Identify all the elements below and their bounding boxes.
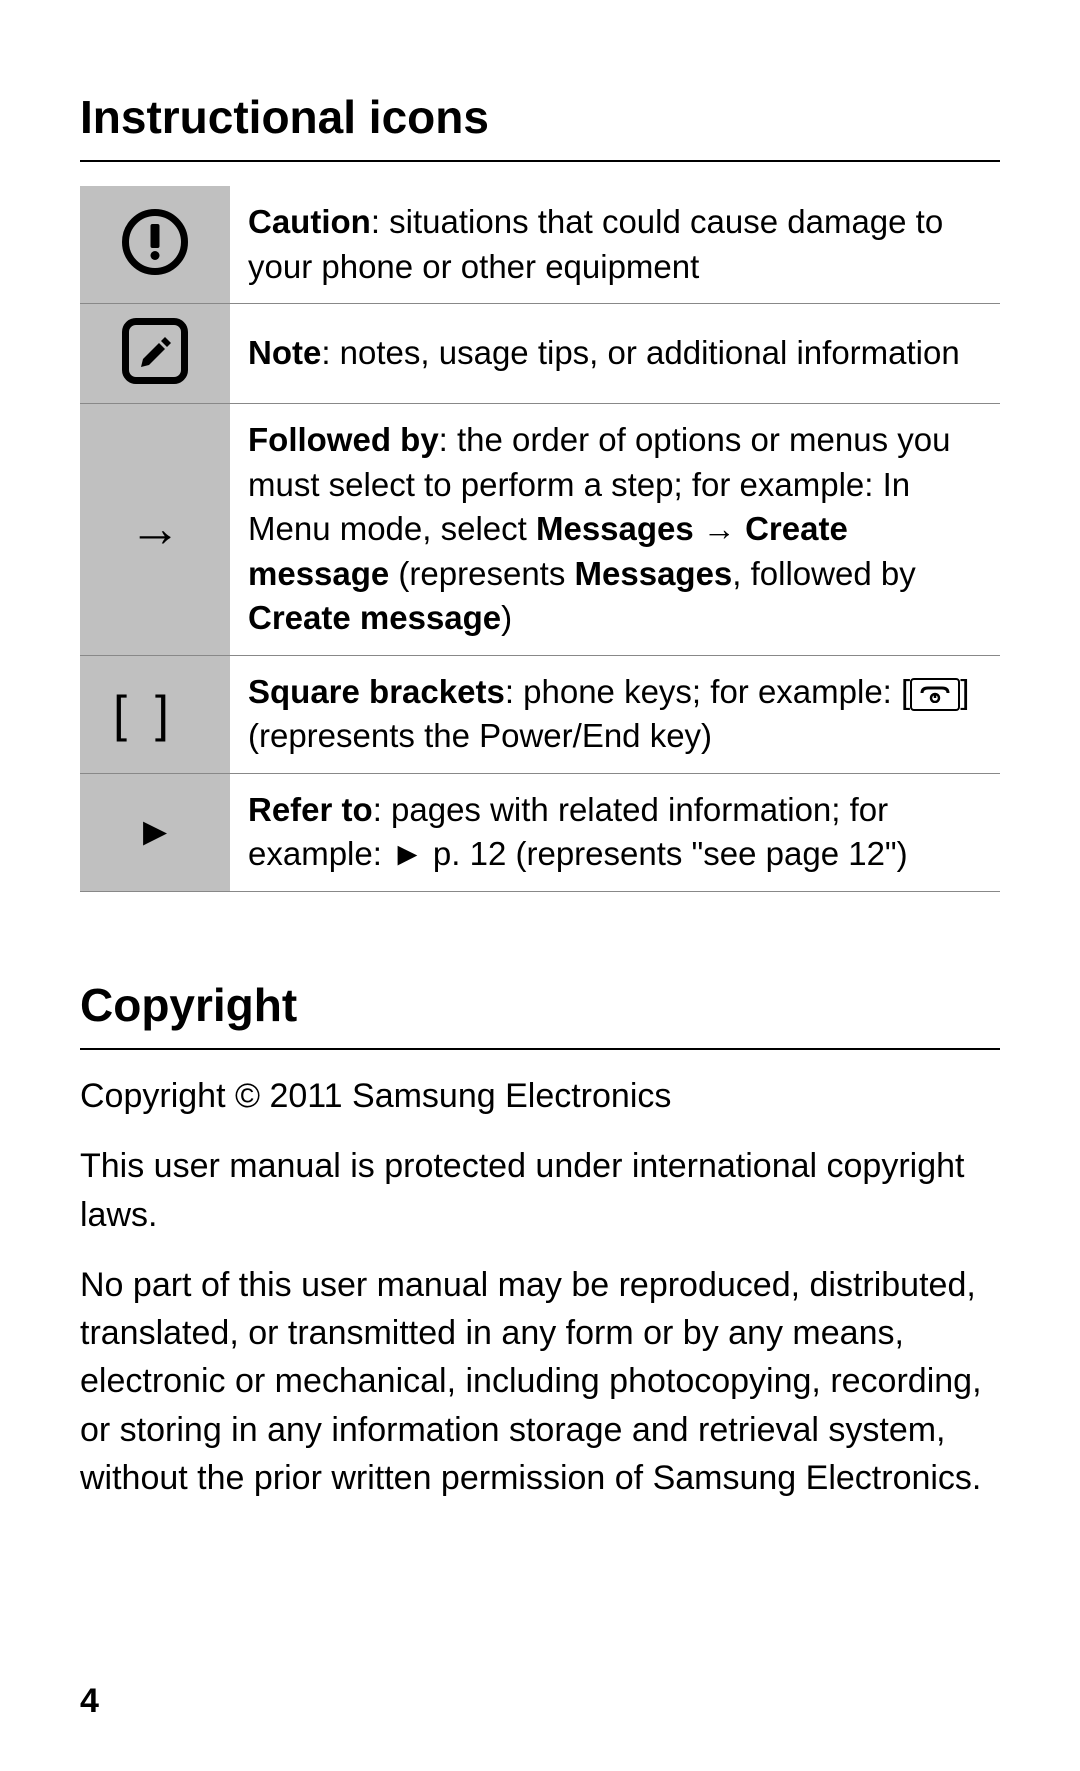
refer-to-icon: ►	[135, 810, 175, 854]
section-heading-copyright: Copyright	[80, 978, 1000, 1050]
icon-cell	[80, 186, 230, 304]
desc-cell: Note: notes, usage tips, or additional i…	[230, 304, 1000, 404]
t: )	[501, 599, 512, 636]
icon-cell: ►	[80, 773, 230, 891]
copyright-line1: Copyright © 2011 Samsung Electronics	[80, 1072, 1000, 1120]
table-row: [] Square brackets: phone keys; for exam…	[80, 655, 1000, 773]
instructional-icons-table: Caution: situations that could cause dam…	[80, 186, 1000, 892]
desc-cell: Followed by: the order of options or men…	[230, 404, 1000, 656]
table-row: ► Refer to: pages with related informati…	[80, 773, 1000, 891]
icon-cell: []	[80, 655, 230, 773]
table-row: Caution: situations that could cause dam…	[80, 186, 1000, 304]
power-end-key-icon	[910, 678, 960, 711]
copyright-line2: This user manual is protected under inte…	[80, 1142, 1000, 1239]
t: p. 12 (represents "see page 12")	[424, 835, 908, 872]
icon-cell: →	[80, 404, 230, 656]
page-number: 4	[80, 1682, 99, 1721]
row-label: Caution	[248, 203, 371, 240]
t: Messages	[575, 555, 733, 592]
copyright-section: Copyright Copyright © 2011 Samsung Elect…	[80, 978, 1000, 1502]
play-inline-icon: ►	[391, 835, 424, 872]
copyright-line3: No part of this user manual may be repro…	[80, 1261, 1000, 1502]
caution-icon	[122, 209, 188, 275]
arrow-icon: →	[129, 500, 181, 558]
row-text: : notes, usage tips, or additional infor…	[321, 334, 959, 371]
row-label: Note	[248, 334, 321, 371]
t: , followed by	[732, 555, 915, 592]
square-brackets-icon: []	[113, 686, 197, 742]
row-label: Square brackets	[248, 673, 505, 710]
table-row: Note: notes, usage tips, or additional i…	[80, 304, 1000, 404]
t: (represents	[389, 555, 574, 592]
row-label: Refer to	[248, 791, 373, 828]
desc-cell: Square brackets: phone keys; for example…	[230, 655, 1000, 773]
row-label: Followed by	[248, 421, 439, 458]
t: Create message	[248, 599, 501, 636]
table-row: → Followed by: the order of options or m…	[80, 404, 1000, 656]
note-icon	[122, 318, 188, 384]
desc-cell: Refer to: pages with related information…	[230, 773, 1000, 891]
desc-cell: Caution: situations that could cause dam…	[230, 186, 1000, 304]
icon-cell	[80, 304, 230, 404]
t: Messages	[536, 510, 694, 547]
t: →	[694, 510, 745, 547]
t: : phone keys; for example: [	[505, 673, 910, 710]
section-heading-instructional-icons: Instructional icons	[80, 90, 1000, 162]
